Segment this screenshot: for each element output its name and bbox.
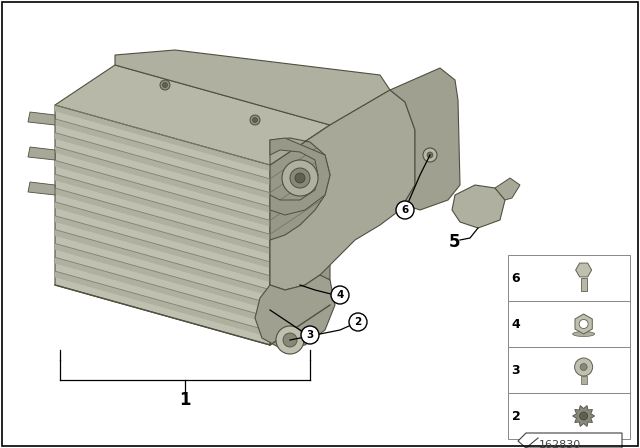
Circle shape: [163, 82, 168, 87]
Polygon shape: [55, 216, 270, 282]
Text: 162830: 162830: [539, 440, 581, 448]
Polygon shape: [518, 433, 622, 448]
Polygon shape: [55, 160, 270, 227]
Circle shape: [253, 117, 257, 122]
Ellipse shape: [573, 332, 595, 336]
Polygon shape: [55, 105, 270, 171]
Circle shape: [396, 201, 414, 219]
Circle shape: [282, 160, 318, 196]
Polygon shape: [270, 125, 330, 345]
Polygon shape: [55, 146, 270, 213]
Polygon shape: [55, 65, 330, 165]
Text: 6: 6: [512, 271, 520, 284]
Polygon shape: [28, 147, 55, 160]
Polygon shape: [55, 257, 270, 323]
Polygon shape: [390, 68, 460, 210]
Polygon shape: [575, 263, 591, 277]
Circle shape: [301, 326, 319, 344]
Polygon shape: [28, 112, 55, 125]
Text: 5: 5: [449, 233, 461, 251]
Text: 4: 4: [336, 290, 344, 300]
Polygon shape: [55, 271, 270, 337]
Polygon shape: [55, 105, 270, 345]
Bar: [508, 301, 630, 347]
Circle shape: [283, 333, 297, 347]
Circle shape: [349, 313, 367, 331]
Bar: [580, 376, 587, 384]
Polygon shape: [55, 119, 270, 185]
Circle shape: [331, 286, 349, 304]
Polygon shape: [55, 243, 270, 310]
Polygon shape: [270, 90, 415, 290]
Circle shape: [423, 148, 437, 162]
Circle shape: [427, 152, 433, 158]
Bar: [580, 278, 587, 291]
Text: 2: 2: [511, 409, 520, 422]
Circle shape: [575, 358, 593, 376]
Circle shape: [160, 80, 170, 90]
Polygon shape: [55, 230, 270, 296]
Polygon shape: [575, 314, 592, 334]
Polygon shape: [495, 178, 520, 200]
Bar: [508, 255, 630, 301]
Polygon shape: [452, 185, 505, 228]
Circle shape: [579, 319, 588, 328]
Bar: [508, 393, 630, 439]
Circle shape: [290, 168, 310, 188]
Polygon shape: [255, 275, 335, 348]
Text: 3: 3: [512, 363, 520, 376]
Circle shape: [250, 115, 260, 125]
Text: 6: 6: [401, 205, 408, 215]
Polygon shape: [55, 188, 270, 254]
Text: 1: 1: [179, 391, 191, 409]
Text: 2: 2: [355, 317, 362, 327]
Circle shape: [276, 326, 304, 354]
Polygon shape: [55, 174, 270, 241]
Text: 3: 3: [307, 330, 314, 340]
Polygon shape: [55, 133, 270, 199]
Polygon shape: [270, 138, 330, 215]
Polygon shape: [115, 50, 390, 125]
Text: 4: 4: [511, 318, 520, 331]
Bar: [508, 347, 630, 393]
Circle shape: [580, 412, 588, 420]
Circle shape: [295, 173, 305, 183]
Polygon shape: [28, 182, 55, 195]
Polygon shape: [55, 202, 270, 268]
Circle shape: [580, 363, 587, 370]
Polygon shape: [573, 405, 595, 426]
